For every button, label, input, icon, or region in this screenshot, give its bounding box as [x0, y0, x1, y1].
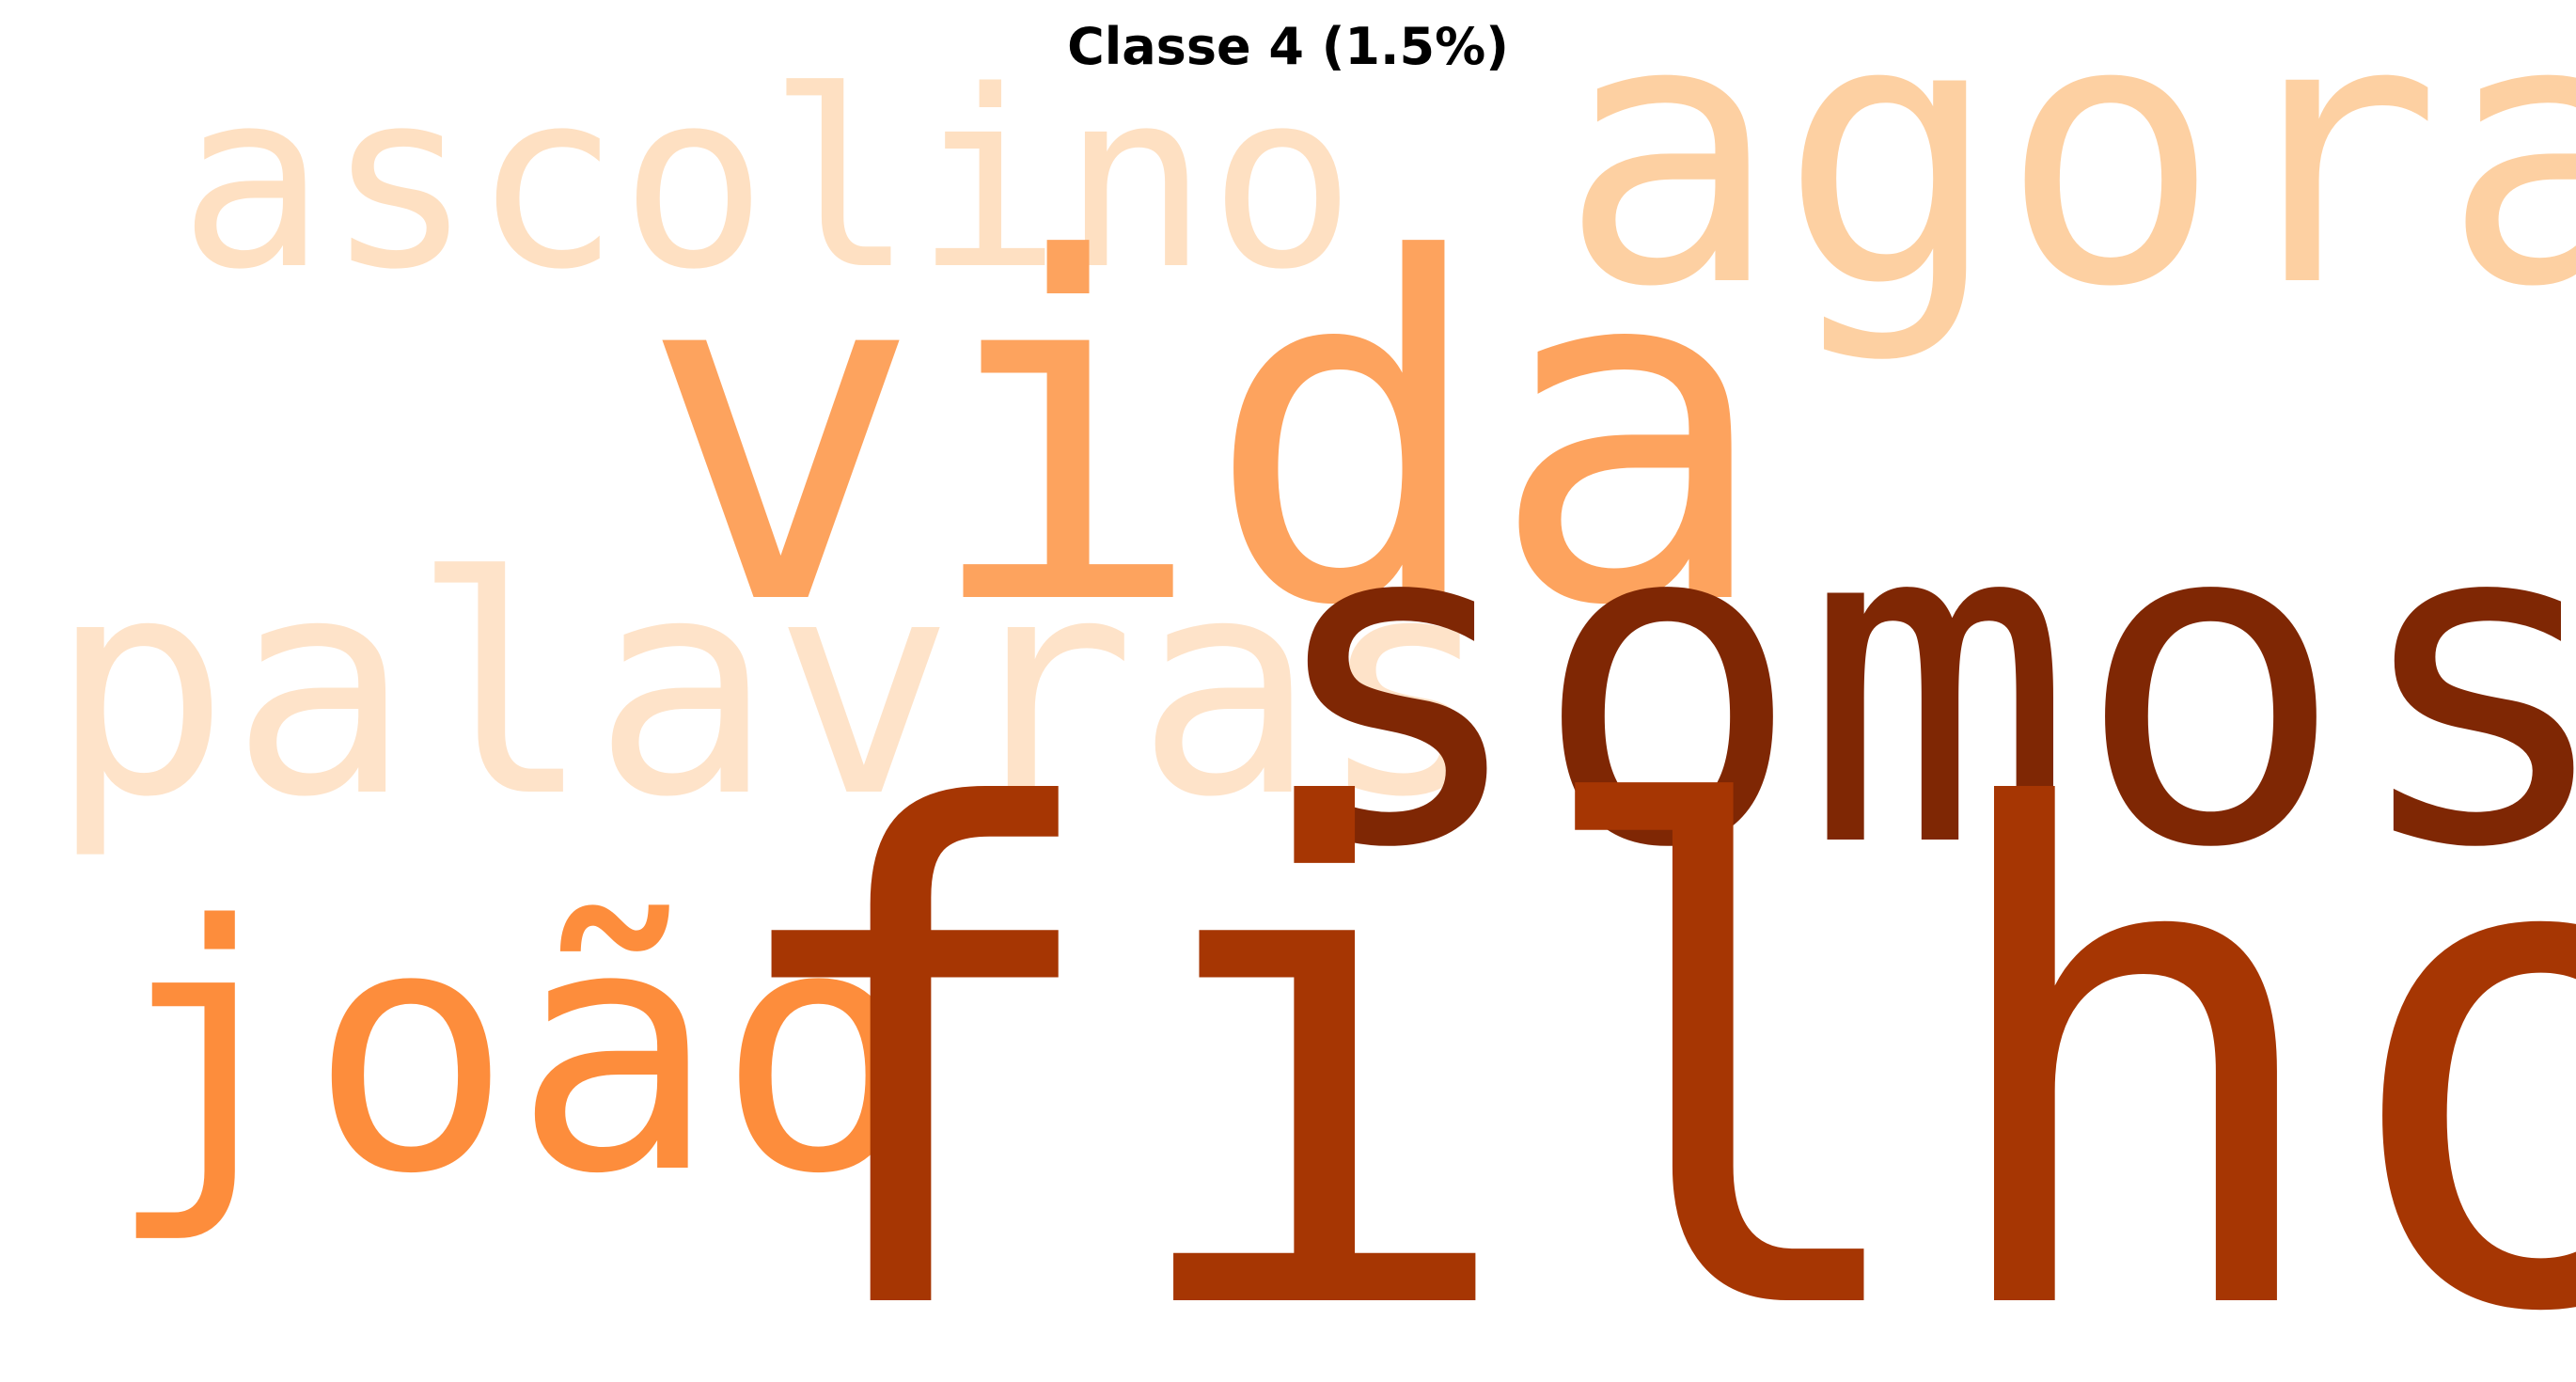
word-filho: filho — [707, 672, 2576, 1382]
word-palavras: palavras — [49, 513, 1498, 863]
word-ascolino: ascolino — [179, 39, 1356, 323]
word-agora: agora — [1559, 0, 2576, 367]
word-somos: somos — [1260, 421, 2576, 947]
word-joao: joão — [105, 854, 920, 1248]
word-vida: vida — [639, 161, 1771, 708]
cloud-title: Classe 4 (1.5%) — [1067, 17, 1509, 76]
